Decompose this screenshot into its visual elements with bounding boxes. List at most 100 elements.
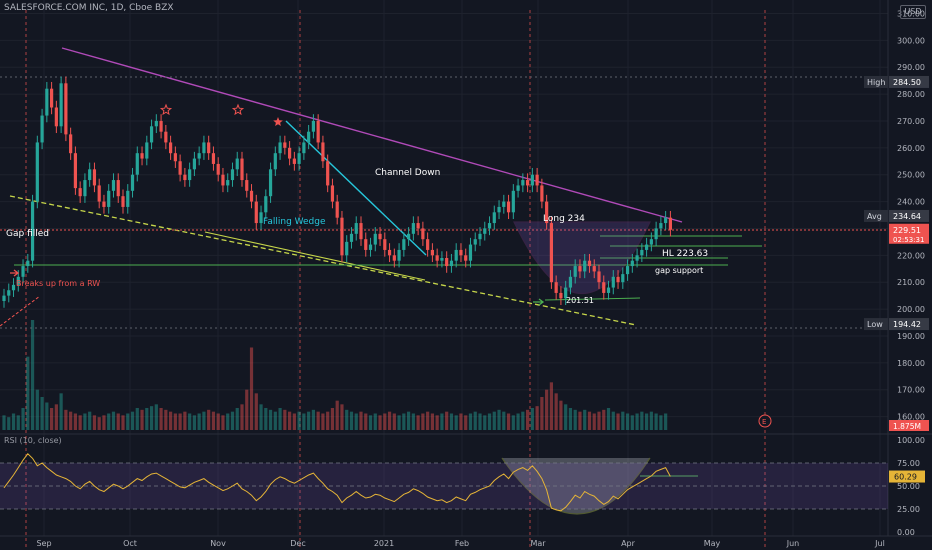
volume-bar bbox=[364, 413, 368, 430]
candle-body bbox=[602, 282, 606, 293]
volume-bar bbox=[473, 411, 477, 430]
candle-body bbox=[164, 131, 168, 143]
candle-body bbox=[297, 153, 301, 164]
price-tick-label: 200.00 bbox=[897, 305, 925, 314]
candle-body bbox=[216, 163, 220, 175]
candle-body bbox=[549, 223, 553, 283]
star-icon bbox=[159, 103, 173, 116]
volume-bar bbox=[516, 413, 520, 430]
candle-body bbox=[506, 201, 511, 213]
volume-bar bbox=[149, 406, 154, 430]
currency-badge[interactable]: USD bbox=[900, 5, 926, 19]
candle-body bbox=[245, 180, 249, 191]
candle-body bbox=[454, 249, 458, 261]
candle-body bbox=[449, 260, 454, 267]
candle-body bbox=[7, 290, 11, 296]
volume-bar bbox=[630, 415, 634, 430]
candle-body bbox=[530, 174, 534, 186]
candle-body bbox=[107, 190, 111, 207]
volume-bar bbox=[616, 413, 620, 430]
price-tag-label: Avg bbox=[867, 212, 882, 221]
volume-bar bbox=[97, 417, 101, 430]
volume-bar bbox=[621, 411, 625, 430]
volume-bar bbox=[578, 411, 582, 430]
last-price-value: 229.51 bbox=[893, 226, 921, 235]
rsi-tick-label: 50.00 bbox=[897, 482, 920, 491]
volume-bar bbox=[7, 417, 11, 430]
volume-bar bbox=[435, 415, 439, 430]
volume-bar bbox=[502, 411, 506, 430]
candle-body bbox=[445, 258, 449, 267]
volume-bar bbox=[126, 413, 130, 430]
volume-bar bbox=[283, 409, 287, 430]
candle-body bbox=[497, 206, 501, 213]
candle-body bbox=[111, 180, 116, 191]
volume-bar bbox=[288, 411, 292, 430]
volume-bar bbox=[111, 411, 116, 430]
volume-bar bbox=[664, 413, 668, 430]
volume-tag-value: 1.875M bbox=[893, 422, 921, 431]
volume-bar bbox=[197, 413, 201, 430]
candle-body bbox=[625, 266, 630, 275]
price-tag bbox=[889, 318, 929, 331]
volume-bar bbox=[349, 411, 354, 430]
volume-bar bbox=[359, 411, 363, 430]
candle-body bbox=[311, 120, 315, 132]
candle-body bbox=[368, 244, 373, 250]
candle-body bbox=[197, 153, 201, 159]
volume-bar bbox=[468, 413, 473, 430]
volume-bar bbox=[145, 408, 149, 430]
volume-bar bbox=[230, 411, 235, 430]
candle-body bbox=[573, 266, 577, 277]
annotation-label: Gap filled bbox=[6, 229, 49, 239]
candle-body bbox=[526, 180, 530, 186]
price-tick-label: 270.00 bbox=[897, 117, 925, 126]
candle-body bbox=[264, 196, 268, 213]
volume-bar bbox=[483, 415, 487, 430]
candle-body bbox=[50, 88, 54, 108]
rsi-pane[interactable]: 100.00 75.00 50.00 25.00 0.00 60.29 bbox=[0, 433, 932, 537]
time-tick-label: Jul bbox=[874, 539, 885, 548]
volume-bar bbox=[59, 393, 63, 430]
time-tick-label: Nov bbox=[210, 539, 226, 548]
candle-body bbox=[483, 228, 487, 234]
price-axis[interactable]: 310.00 300.00 290.00 280.00 270.00 260.00 250.… bbox=[864, 0, 929, 536]
volume-bar bbox=[645, 413, 649, 430]
volume-bar bbox=[50, 408, 54, 430]
volume-bar bbox=[254, 393, 258, 430]
candle-body bbox=[478, 233, 482, 240]
countdown-value: 02:53:31 bbox=[893, 236, 924, 244]
candle-body bbox=[606, 287, 611, 293]
price-tick-label: 160.00 bbox=[897, 413, 925, 422]
volume-bar bbox=[654, 413, 658, 430]
volume-bar bbox=[316, 411, 320, 430]
candle-body bbox=[159, 120, 163, 132]
candle-body bbox=[554, 282, 558, 293]
volume-bar bbox=[121, 415, 125, 430]
candle-body bbox=[354, 223, 358, 234]
price-tick-label: 310.00 bbox=[897, 9, 925, 18]
volume-tag bbox=[889, 420, 929, 431]
candle-body bbox=[349, 233, 354, 242]
volume-bar bbox=[564, 404, 568, 430]
candle-body bbox=[26, 260, 30, 267]
candle-body bbox=[635, 255, 639, 261]
candle-body bbox=[30, 201, 35, 261]
candle-body bbox=[59, 83, 63, 127]
volume-bar bbox=[88, 411, 92, 430]
candle-body bbox=[402, 239, 406, 250]
volume-bar bbox=[226, 413, 230, 430]
volume-bar bbox=[183, 411, 187, 430]
price-tag bbox=[889, 75, 929, 88]
volume-bar bbox=[387, 411, 392, 430]
candle-body bbox=[659, 223, 663, 229]
candle-body bbox=[468, 244, 473, 261]
candle-body bbox=[426, 239, 430, 250]
time-axis[interactable]: Sep Oct Nov Dec 2021 Feb Mar Apr May Jun Jul bbox=[0, 535, 932, 548]
falling-wedge-line bbox=[285, 120, 427, 256]
candle-body bbox=[288, 147, 292, 159]
candle-body bbox=[416, 223, 420, 229]
candle-body bbox=[664, 217, 668, 224]
volume-bar bbox=[92, 415, 97, 430]
